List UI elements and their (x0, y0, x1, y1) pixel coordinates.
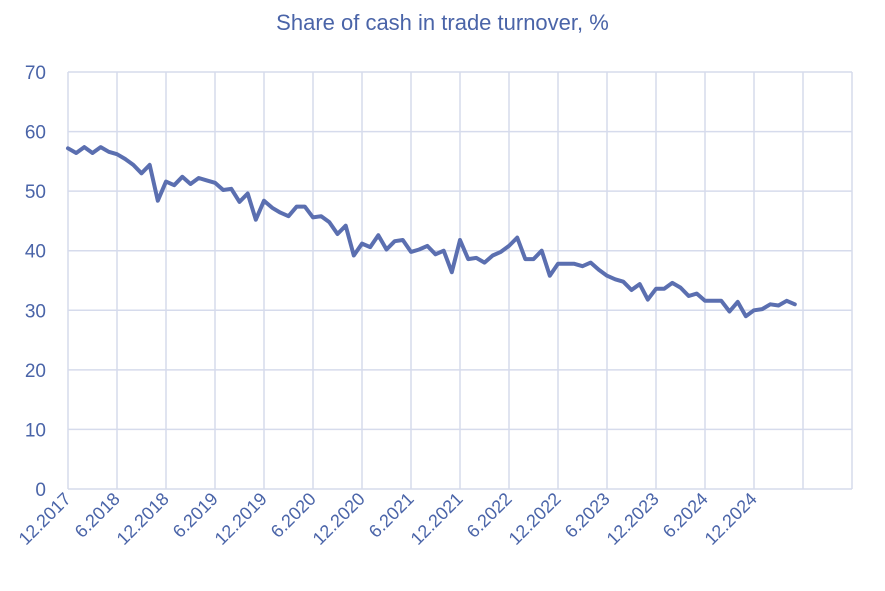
chart-title: Share of cash in trade turnover, % (276, 10, 609, 35)
y-tick-label: 70 (25, 63, 46, 84)
y-tick-label: 40 (25, 242, 46, 263)
x-tick-label: 12.2022 (505, 489, 565, 549)
y-tick-label: 10 (25, 420, 46, 441)
x-tick-label: 12.2024 (701, 489, 761, 549)
y-tick-label: 50 (25, 182, 46, 203)
y-tick-label: 30 (25, 301, 46, 322)
grid (67, 71, 853, 490)
x-tick-label: 12.2023 (603, 489, 663, 549)
x-tick-label: 12.2020 (309, 489, 369, 549)
y-tick-label: 20 (25, 361, 46, 382)
x-axis-ticks: 12.20176.201812.20186.201912.20196.20201… (15, 489, 761, 549)
series (66, 145, 797, 319)
x-tick-label: 12.2018 (113, 489, 173, 549)
x-tick-label: 12.2021 (407, 489, 467, 549)
y-axis-ticks: 0 10 20 30 40 50 60 70 (25, 63, 46, 501)
series-line (66, 145, 797, 319)
x-tick-label: 12.2019 (211, 489, 271, 549)
y-tick-label: 0 (35, 480, 46, 501)
y-tick-label: 60 (25, 123, 46, 144)
